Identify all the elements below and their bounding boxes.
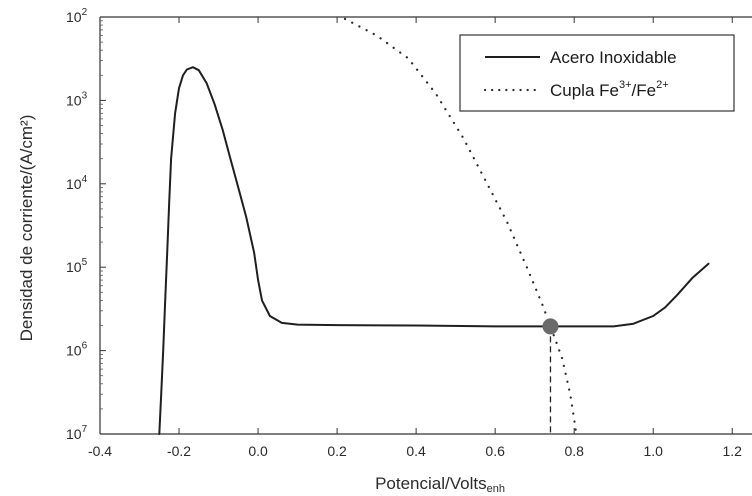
y-tick-label: 104 <box>66 174 88 192</box>
intersection-marker <box>542 318 559 335</box>
y-tick-label-exponent: 2 <box>82 7 88 18</box>
legend-box <box>459 34 735 112</box>
legend-cupla-part-1: Cupla Fe <box>550 81 619 100</box>
legend-cupla-sup-2: 2+ <box>656 79 669 91</box>
y-tick-label-exponent: 6 <box>82 341 88 352</box>
y-tick-label: 107 <box>66 424 88 442</box>
x-tick-label: 0.6 <box>485 443 505 459</box>
y-tick-label-base: 10 <box>66 426 82 442</box>
x-tick-label: 0.4 <box>406 443 426 459</box>
y-tick-label: 106 <box>66 341 88 359</box>
x-tick-label: 0.2 <box>327 443 347 459</box>
x-tick-label: 0.8 <box>564 443 584 459</box>
y-tick-label-base: 10 <box>66 9 82 25</box>
x-tick-label: 1.2 <box>723 443 743 459</box>
series-line-cupla <box>343 17 578 436</box>
y-tick-label-exponent: 7 <box>82 424 88 435</box>
legend-cupla-part-2: /Fe <box>632 81 657 100</box>
x-tick-label: 0.0 <box>248 443 268 459</box>
y-axis-title: Densidad de corriente/(A/cm²) <box>17 115 36 342</box>
plot-area <box>99 16 752 435</box>
x-axis-title: Potencial/Voltsenh <box>375 474 505 495</box>
x-tick-label: 1.0 <box>643 443 663 459</box>
x-axis-title-main: Potencial/Volts <box>375 474 487 493</box>
y-tick-label: 103 <box>66 90 88 108</box>
annotations <box>542 318 559 434</box>
y-tick-label-base: 10 <box>66 343 82 359</box>
y-tick-label-exponent: 5 <box>82 257 88 268</box>
legend-cupla-sup-1: 3+ <box>619 79 632 91</box>
y-tick-label-exponent: 4 <box>82 174 88 185</box>
series-line-acero <box>158 66 710 435</box>
y-tick-label-base: 10 <box>66 176 82 192</box>
y-tick-label: 102 <box>66 7 88 25</box>
y-tick-label: 105 <box>66 257 88 275</box>
y-tick-label-base: 10 <box>66 92 82 108</box>
x-tick-label: -0.2 <box>167 443 191 459</box>
legend-label-cupla: Cupla Fe3+/Fe2+ <box>550 79 669 100</box>
x-tick-label: -0.4 <box>88 443 112 459</box>
y-tick-label-base: 10 <box>66 259 82 275</box>
legend: Acero Inoxidable Cupla Fe3+/Fe2+ <box>459 34 735 112</box>
x-axis-title-subscript: enh <box>487 483 505 495</box>
series-lines <box>158 17 710 436</box>
axis-ticks: -0.4 -0.2 0.0 0.2 0.4 0.6 0.8 1.0 1.210210310410… <box>66 7 742 459</box>
legend-label-acero: Acero Inoxidable <box>550 48 677 67</box>
y-tick-label-exponent: 3 <box>82 90 88 101</box>
